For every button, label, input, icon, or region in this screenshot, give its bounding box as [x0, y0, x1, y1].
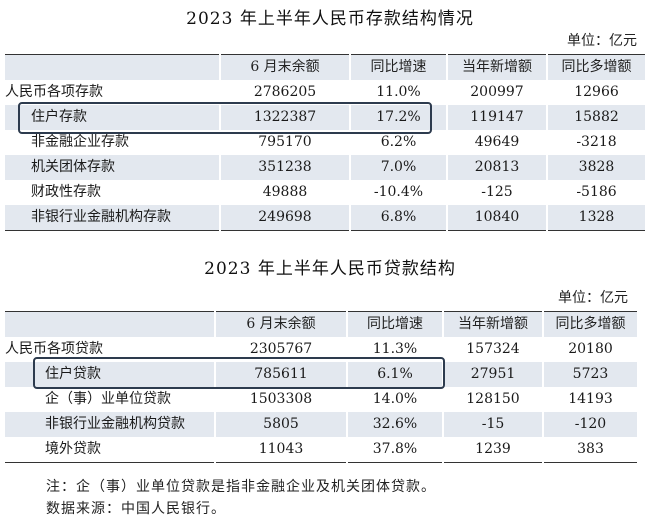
row-label: 机关团体存款 [5, 155, 220, 180]
table-row: 人民币各项贷款 2305767 11.3% 157324 20180 [5, 337, 637, 362]
row-growth: 11.0% [349, 80, 447, 105]
row-new-added: 20813 [446, 155, 547, 180]
header-growth: 同比增速 [346, 311, 443, 337]
table-row: 机关团体存款 351238 7.0% 20813 3828 [5, 155, 645, 180]
row-label: 非银行业金融机构存款 [5, 205, 220, 231]
row-yoy-extra: 14193 [542, 387, 637, 412]
table-row: 企（事）业单位贷款 1503308 14.0% 128150 14193 [5, 387, 637, 412]
header-balance: 6 月末余额 [214, 311, 347, 337]
header-blank [5, 54, 220, 80]
row-growth: 32.6% [346, 412, 443, 437]
deposits-title: 2023 年上半年人民币存款结构情况 [186, 9, 474, 29]
loans-table: 6 月末余额 同比增速 当年新增额 同比多增额 人民币各项贷款 2305767 … [5, 311, 637, 463]
row-growth: -10.4% [349, 180, 447, 205]
header-new-added: 当年新增额 [442, 311, 543, 337]
row-yoy-extra: -5186 [546, 180, 645, 205]
data-source: 数据来源：中国人民银行。 [46, 501, 226, 517]
row-new-added: 27951 [442, 362, 543, 387]
row-yoy-extra: 5723 [542, 362, 637, 387]
row-balance: 1503308 [214, 387, 347, 412]
row-balance: 351238 [219, 155, 350, 180]
row-growth: 17.2% [349, 105, 447, 130]
table-row: 财政性存款 49888 -10.4% -125 -5186 [5, 180, 645, 205]
row-label: 人民币各项存款 [5, 84, 103, 100]
header-balance: 6 月末余额 [219, 54, 350, 80]
row-balance: 249698 [219, 205, 350, 231]
row-balance: 1322387 [219, 105, 350, 130]
row-balance: 2786205 [219, 80, 350, 105]
row-yoy-extra: 3828 [546, 155, 645, 180]
row-growth: 11.3% [346, 337, 443, 362]
row-growth: 6.1% [346, 362, 443, 387]
row-balance: 5805 [214, 412, 347, 437]
row-yoy-extra: 1328 [546, 205, 645, 231]
row-yoy-extra: 383 [542, 437, 637, 463]
row-balance: 785611 [214, 362, 347, 387]
header-yoy-extra: 同比多增额 [542, 311, 637, 337]
row-new-added: -125 [446, 180, 547, 205]
header-growth: 同比增速 [349, 54, 447, 80]
deposits-unit: 单位：亿元 [567, 33, 637, 49]
row-balance: 49888 [219, 180, 350, 205]
table-row: 住户贷款 785611 6.1% 27951 5723 [5, 362, 637, 387]
row-new-added: -15 [442, 412, 543, 437]
row-label: 财政性存款 [31, 184, 101, 200]
row-balance: 11043 [214, 437, 347, 463]
row-new-added: 128150 [442, 387, 543, 412]
row-yoy-extra: -3218 [546, 130, 645, 155]
header-yoy-extra: 同比多增额 [546, 54, 645, 80]
row-balance: 795170 [219, 130, 350, 155]
header-new-added: 当年新增额 [446, 54, 547, 80]
row-new-added: 119147 [446, 105, 547, 130]
row-label: 企（事）业单位贷款 [45, 391, 171, 407]
row-label: 非银行业金融机构贷款 [5, 412, 215, 437]
row-yoy-extra: 15882 [546, 105, 645, 130]
loans-title: 2023 年上半年人民币贷款结构 [204, 259, 456, 279]
table-row: 非金融企业存款 795170 6.2% 49649 -3218 [5, 130, 645, 155]
table-row: 人民币各项存款 2786205 11.0% 200997 12966 [5, 80, 645, 105]
footnote: 注：企（事）业单位贷款是指非金融企业及机关团体贷款。 [46, 479, 436, 495]
loans-unit: 单位：亿元 [558, 290, 628, 306]
table-row: 住户存款 1322387 17.2% 119147 15882 [5, 105, 645, 130]
row-label: 住户贷款 [5, 362, 215, 387]
row-balance: 2305767 [214, 337, 347, 362]
row-new-added: 200997 [446, 80, 547, 105]
row-growth: 7.0% [349, 155, 447, 180]
row-new-added: 49649 [446, 130, 547, 155]
row-label: 非金融企业存款 [31, 134, 129, 150]
row-label: 住户存款 [5, 105, 220, 130]
row-label: 人民币各项贷款 [5, 341, 103, 357]
row-yoy-extra: -120 [542, 412, 637, 437]
row-new-added: 157324 [442, 337, 543, 362]
row-growth: 37.8% [346, 437, 443, 463]
row-growth: 6.8% [349, 205, 447, 231]
row-yoy-extra: 20180 [542, 337, 637, 362]
deposits-table: 6 月末余额 同比增速 当年新增额 同比多增额 人民币各项存款 2786205 … [5, 54, 645, 231]
table-row: 境外贷款 11043 37.8% 1239 383 [5, 437, 637, 463]
row-growth: 14.0% [346, 387, 443, 412]
row-new-added: 1239 [442, 437, 543, 463]
row-label: 境外贷款 [45, 441, 101, 457]
table-row: 非银行业金融机构存款 249698 6.8% 10840 1328 [5, 205, 645, 231]
header-blank [5, 311, 215, 337]
row-growth: 6.2% [349, 130, 447, 155]
row-yoy-extra: 12966 [546, 80, 645, 105]
table-row: 非银行业金融机构贷款 5805 32.6% -15 -120 [5, 412, 637, 437]
row-new-added: 10840 [446, 205, 547, 231]
